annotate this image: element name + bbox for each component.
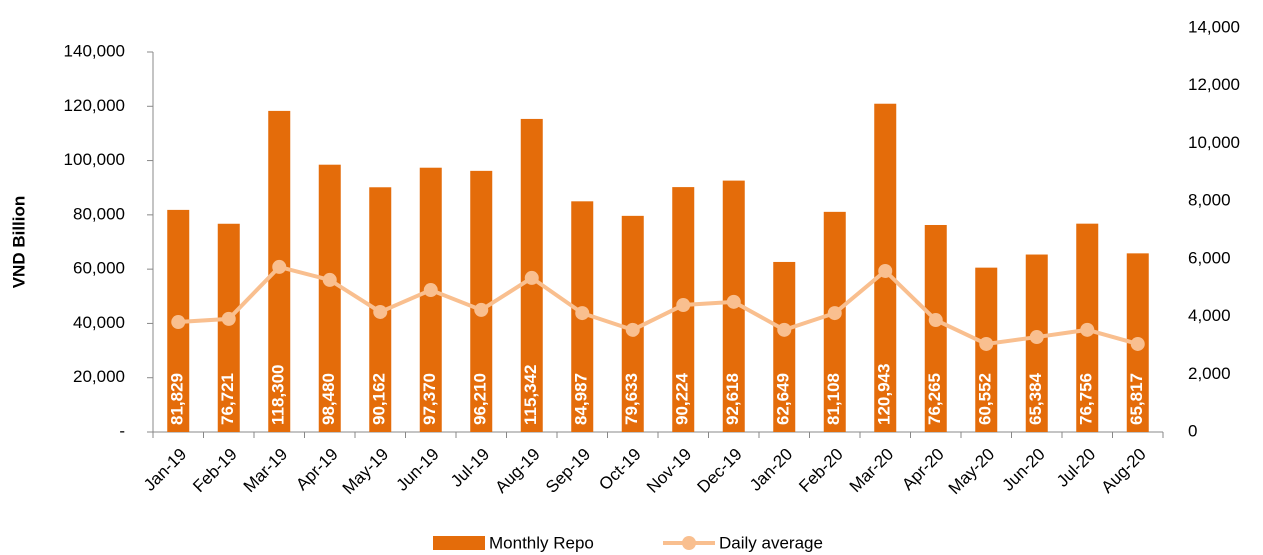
marker xyxy=(878,263,893,278)
marker xyxy=(474,302,489,317)
y-tick-label: 120,000 xyxy=(64,96,125,115)
value-label: 76,756 xyxy=(1077,373,1096,425)
y-tick-label: 20,000 xyxy=(73,367,125,386)
marker xyxy=(221,311,236,326)
x-tick-label: Apr-20 xyxy=(898,445,948,495)
marker xyxy=(726,294,741,309)
marker xyxy=(423,283,438,298)
value-label: 60,552 xyxy=(976,373,995,425)
marker xyxy=(1080,322,1095,337)
value-label: 90,162 xyxy=(370,373,389,425)
y2-tick-label: 14,000 xyxy=(1188,17,1240,36)
bar xyxy=(773,261,796,432)
x-tick-label: Jul-20 xyxy=(1053,445,1099,491)
marker xyxy=(625,322,640,337)
x-tick-label: Aug-19 xyxy=(492,445,544,497)
x-tick-label: May-19 xyxy=(339,445,393,499)
marker xyxy=(777,322,792,337)
value-label: 62,649 xyxy=(774,373,793,425)
value-label: 79,633 xyxy=(622,373,641,425)
bar xyxy=(924,224,947,432)
marker xyxy=(928,313,943,328)
y-tick-label: 140,000 xyxy=(64,41,125,60)
legend-swatch xyxy=(682,536,696,550)
x-tick-label: Feb-20 xyxy=(795,445,847,497)
legend-swatch xyxy=(433,536,485,550)
x-tick-label: Sep-19 xyxy=(542,445,594,497)
marker xyxy=(322,272,337,287)
marker xyxy=(575,306,590,321)
value-label: 65,817 xyxy=(1127,373,1146,425)
x-tick-label: Jun-20 xyxy=(999,445,1049,495)
value-label: 120,943 xyxy=(875,364,894,425)
y-axis-label: VND Billion xyxy=(9,196,28,289)
x-tick-label: Jan-19 xyxy=(140,445,190,495)
x-tick-label: Mar-20 xyxy=(846,445,898,497)
value-label: 118,300 xyxy=(269,364,288,425)
x-tick-label: Jun-19 xyxy=(393,445,443,495)
bar xyxy=(823,211,846,432)
y2-tick-label: 4,000 xyxy=(1188,306,1231,325)
x-tick-label: Apr-19 xyxy=(292,445,342,495)
y-tick-label: 60,000 xyxy=(73,259,125,278)
y2-tick-label: 6,000 xyxy=(1188,248,1231,267)
bar xyxy=(318,164,341,432)
marker xyxy=(676,298,691,313)
x-tick-label: Jan-20 xyxy=(746,445,796,495)
legend-label: Monthly Repo xyxy=(489,533,594,552)
line xyxy=(178,264,1139,347)
bar xyxy=(217,223,240,432)
y2-tick-label: 2,000 xyxy=(1188,364,1231,383)
marker xyxy=(373,304,388,319)
value-label: 90,224 xyxy=(673,372,692,425)
value-label: 84,987 xyxy=(572,373,591,425)
value-label: 81,829 xyxy=(168,373,187,425)
y2-tick-label: 12,000 xyxy=(1188,75,1240,94)
y2-tick-label: 0 xyxy=(1188,421,1197,440)
y2-tick-label: 8,000 xyxy=(1188,191,1231,210)
value-label: 92,618 xyxy=(723,373,742,425)
value-label: 81,108 xyxy=(824,373,843,425)
x-tick-label: May-20 xyxy=(945,445,999,499)
y-tick-label: 40,000 xyxy=(73,313,125,332)
value-label: 96,210 xyxy=(471,373,490,425)
marker xyxy=(524,270,539,285)
value-label: 98,480 xyxy=(319,373,338,425)
value-label: 65,384 xyxy=(1026,372,1045,425)
value-label: 76,265 xyxy=(925,373,944,425)
bar xyxy=(419,167,442,432)
marker xyxy=(979,336,994,351)
x-tick-label: Feb-19 xyxy=(189,445,241,497)
y2-tick-label: 10,000 xyxy=(1188,133,1240,152)
x-tick-label: Mar-19 xyxy=(240,445,292,497)
y-tick-label: - xyxy=(119,421,125,440)
bar xyxy=(470,170,493,432)
y-tick-label: 80,000 xyxy=(73,204,125,223)
x-tick-label: Aug-20 xyxy=(1098,445,1150,497)
x-tick-label: Jul-19 xyxy=(447,445,493,491)
value-label: 97,370 xyxy=(420,373,439,425)
x-tick-label: Oct-19 xyxy=(595,445,645,495)
x-tick-label: Nov-19 xyxy=(643,445,695,497)
x-tick-label: Dec-19 xyxy=(694,445,746,497)
marker xyxy=(171,315,186,330)
marker xyxy=(1130,336,1145,351)
y-tick-label: 100,000 xyxy=(64,150,125,169)
marker xyxy=(272,259,287,274)
value-label: 76,721 xyxy=(218,373,237,425)
legend-label: Daily average xyxy=(719,533,823,552)
marker xyxy=(1029,330,1044,345)
marker xyxy=(827,306,842,321)
value-label: 115,342 xyxy=(521,364,540,425)
